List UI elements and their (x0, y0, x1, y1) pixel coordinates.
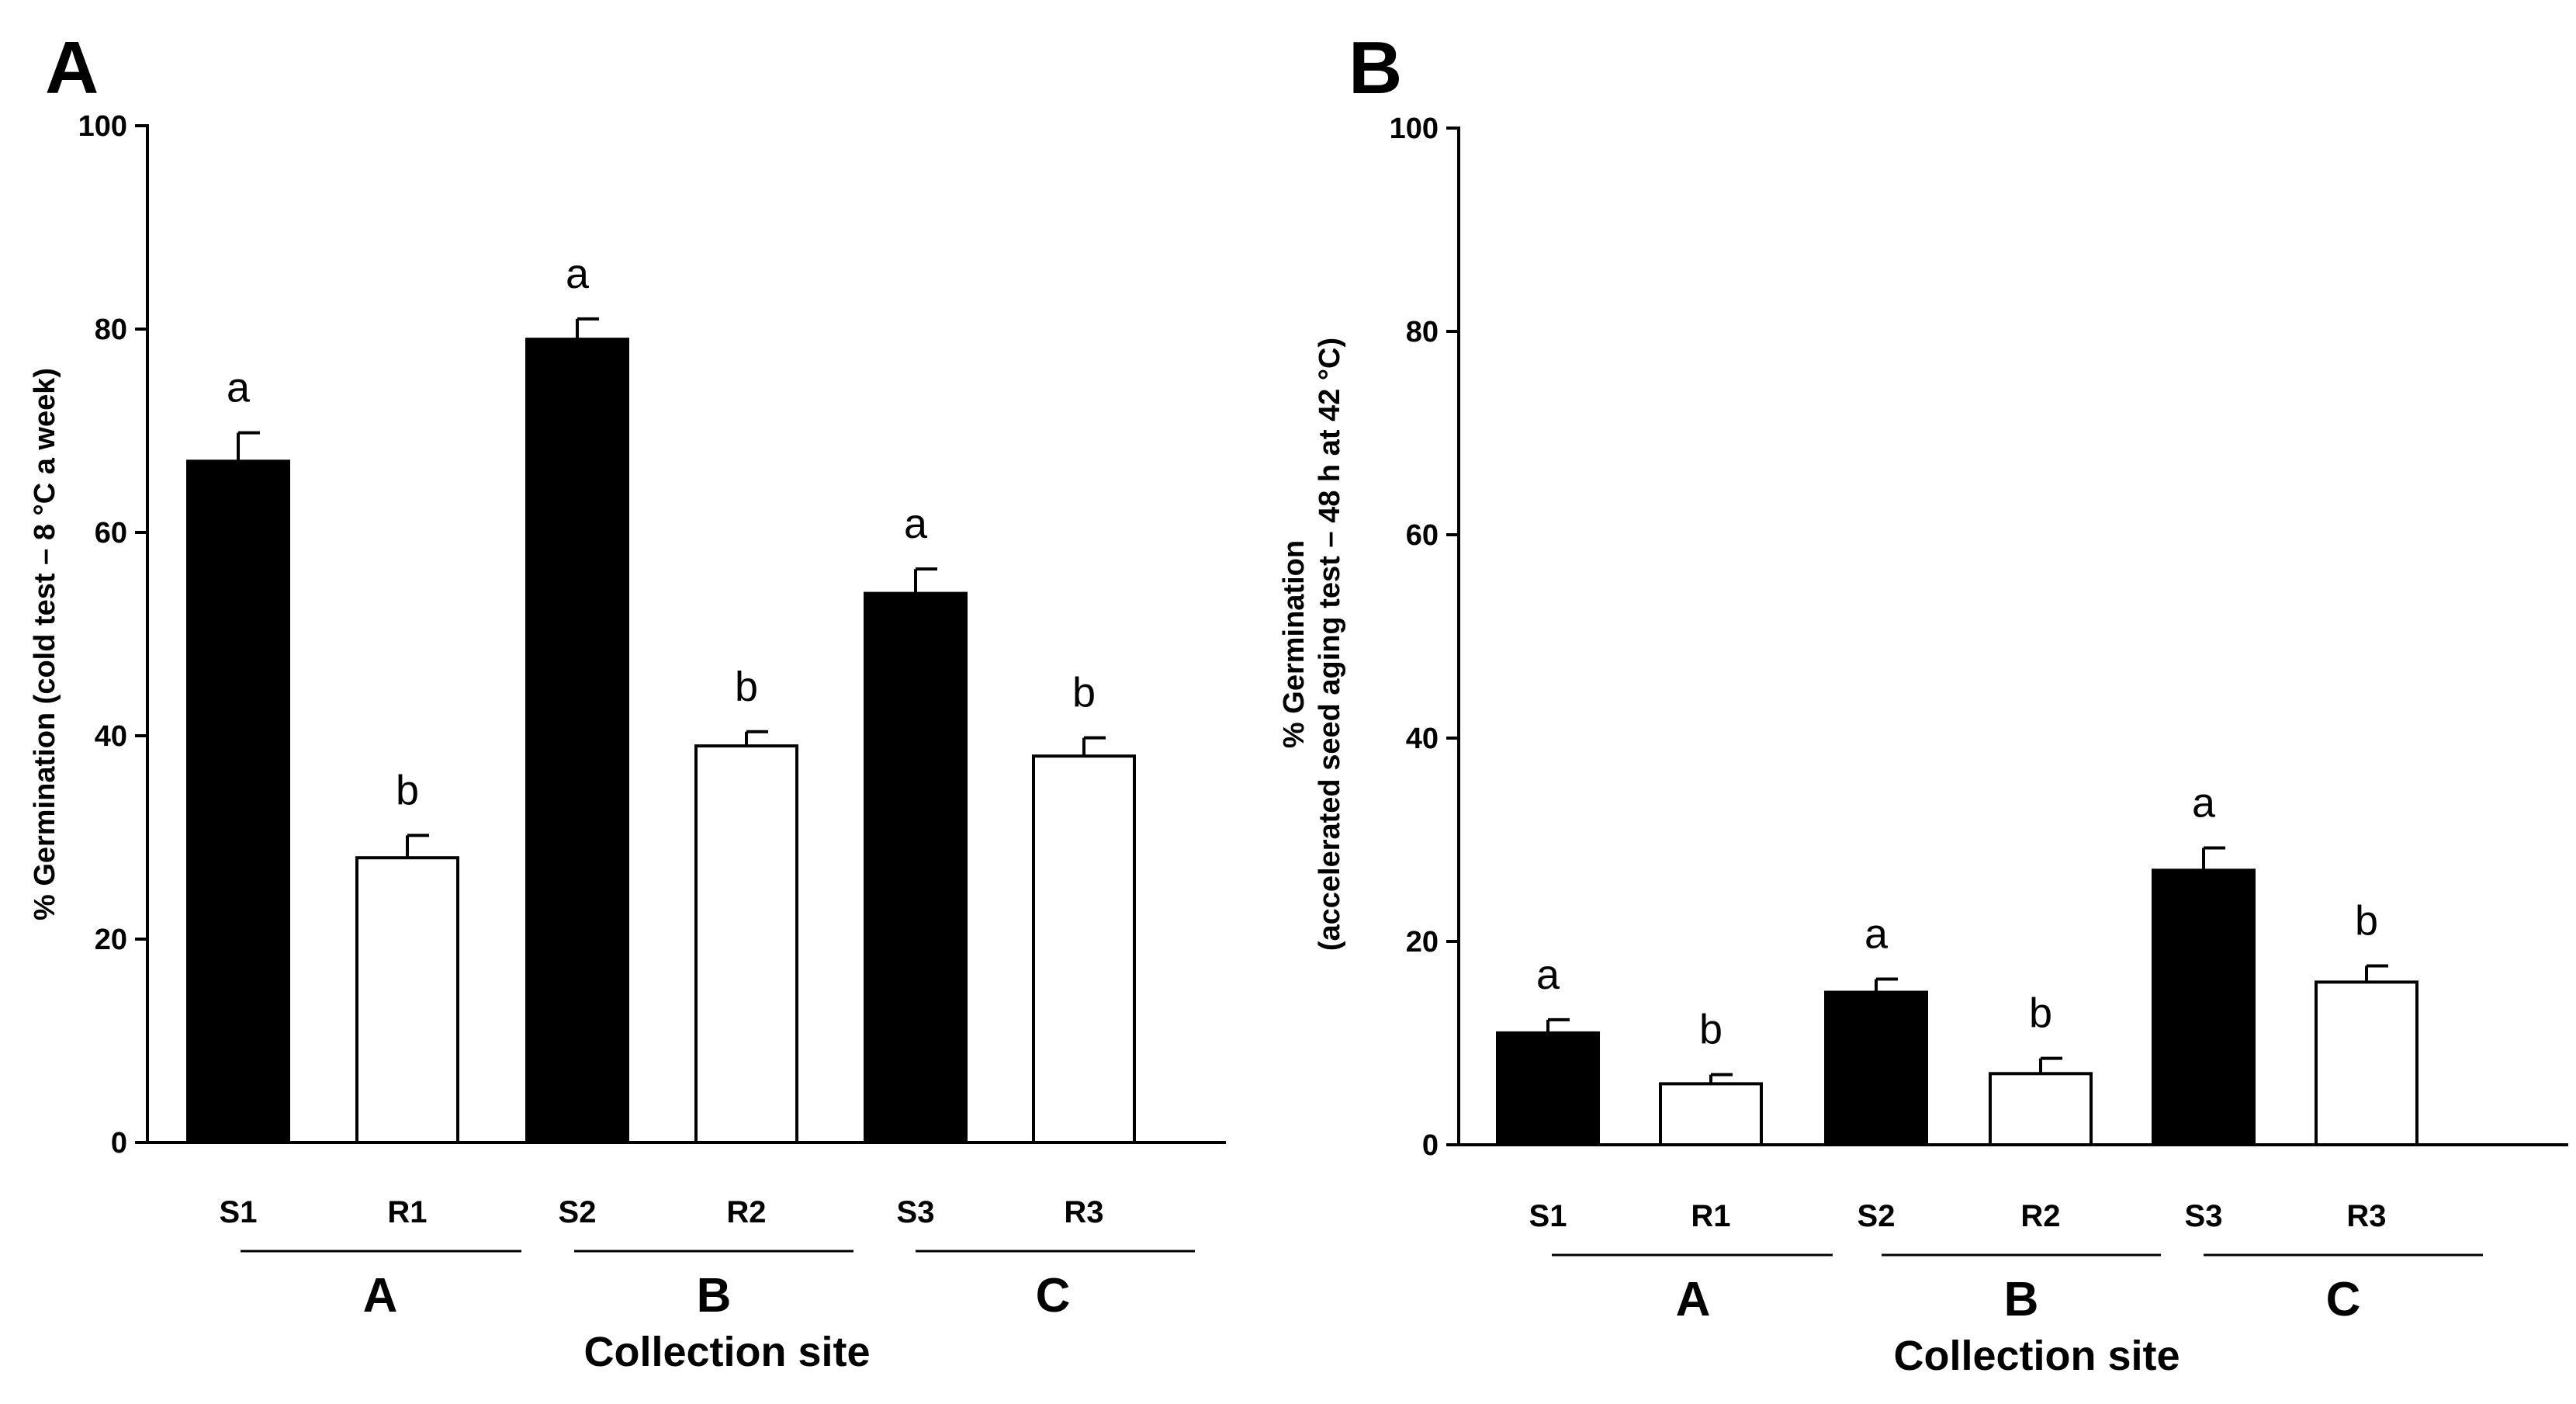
panel-a-y-axis-label-line-1: % Germination (cold test – 8 °C a week) (29, 368, 61, 920)
panel-a-plot-area: 0 20 40 60 80 100 a S1 b R1 a S2 b R2 a S3 b R3 A B C (78, 110, 1226, 1323)
panel-a-group-label-a: A (363, 1269, 398, 1323)
panel-a-significance-r2: b (735, 664, 758, 710)
panel-a-y-tick-label: 100 (78, 110, 127, 143)
panel-a-category-label-s3: S3 (897, 1195, 935, 1229)
panel-b-category-label-r2: R2 (2020, 1199, 2060, 1233)
panel-b-y-axis-label: % Germination (accelerated seed aging te… (1278, 338, 1346, 951)
panel-a-significance-r1: b (396, 767, 419, 813)
panel-b-bar-r1 (1659, 1082, 1763, 1147)
panel-a-label: A (45, 26, 99, 109)
panel-a-bar-s3 (864, 591, 968, 1144)
panel-a: A % Germination (cold test – 8 °C a week… (29, 26, 1226, 1375)
panel-a-bar-r3 (1032, 754, 1136, 1144)
panel-b-y-tick-label: 80 (1406, 316, 1439, 348)
panel-b-bar-r2 (1989, 1072, 2093, 1147)
panel-a-y-tick-label: 60 (95, 517, 127, 549)
panel-a-y-tick-label: 0 (111, 1127, 127, 1160)
panel-a-bar-r2 (694, 744, 798, 1144)
panel-b-plot-area: 0 20 40 60 80 100 a S1 b R1 a S2 b R2 a S3 b R3 A B C (1390, 113, 2568, 1326)
panel-a-significance-s2: a (566, 251, 590, 297)
panel-b-group-label-b: B (2004, 1273, 2039, 1326)
panel-b-group-label-c: C (2326, 1273, 2361, 1326)
panel-b-bar-s2 (1824, 990, 1928, 1146)
panel-a-significance-s3: a (904, 501, 928, 547)
panel-a-significance-r3: b (1072, 670, 1096, 716)
panel-a-x-axis-label: Collection site (583, 1329, 870, 1375)
panel-a-bar-s1 (186, 459, 290, 1144)
panel-b-y-tick-label: 0 (1422, 1129, 1439, 1162)
panel-a-y-tick-label: 20 (95, 924, 127, 956)
panel-b-y-tick-label: 100 (1390, 113, 1439, 145)
panel-b-y-axis-label-line-2: (accelerated seed aging test – 48 h at 4… (1314, 338, 1346, 951)
panel-b-category-label-r1: R1 (1691, 1199, 1730, 1233)
panel-b-x-axis-label: Collection site (1893, 1333, 2180, 1379)
panel-a-significance-s1: a (227, 365, 251, 411)
panel-b-bar-s3 (2152, 868, 2256, 1147)
panel-b-group-label-a: A (1676, 1273, 1711, 1326)
panel-b-bar-r3 (2315, 980, 2418, 1147)
panel-a-category-label-s2: S2 (559, 1195, 597, 1229)
panel-a-bar-r1 (355, 856, 459, 1144)
panel-b-significance-s3: a (2192, 779, 2216, 826)
panel-a-y-tick-label: 80 (95, 314, 127, 346)
panel-b: B % Germination (accelerated seed aging … (1278, 26, 2568, 1379)
panel-a-group-label-c: C (1036, 1269, 1071, 1323)
panel-b-y-axis-label-line-1: % Germination (1278, 540, 1311, 748)
panel-b-significance-s1: a (1536, 952, 1560, 998)
panel-a-category-label-s1: S1 (220, 1195, 258, 1229)
panel-b-category-label-r3: R3 (2346, 1199, 2386, 1233)
panel-a-bar-s2 (525, 338, 629, 1145)
panel-a-category-label-r3: R3 (1064, 1195, 1103, 1229)
panel-a-category-label-r2: R2 (726, 1195, 766, 1229)
panel-b-y-tick-label: 20 (1406, 926, 1439, 959)
panel-b-category-label-s3: S3 (2185, 1199, 2223, 1233)
panel-a-y-axis-label: % Germination (cold test – 8 °C a week) (29, 368, 61, 920)
panel-b-significance-r2: b (2029, 990, 2052, 1037)
panel-a-group-label-b: B (697, 1269, 732, 1323)
panel-b-bar-s1 (1496, 1031, 1600, 1147)
panel-b-category-label-s2: S2 (1858, 1199, 1896, 1233)
panel-b-category-label-s1: S1 (1529, 1199, 1567, 1233)
panel-b-significance-s2: a (1864, 910, 1889, 957)
panel-b-y-tick-label: 60 (1406, 519, 1439, 552)
panel-b-significance-r3: b (2355, 897, 2378, 944)
panel-a-category-label-r1: R1 (387, 1195, 427, 1229)
panel-a-y-tick-label: 40 (95, 720, 127, 753)
panel-b-label: B (1349, 26, 1402, 109)
panel-b-significance-r1: b (1699, 1007, 1723, 1053)
panel-b-y-tick-label: 40 (1406, 723, 1439, 755)
